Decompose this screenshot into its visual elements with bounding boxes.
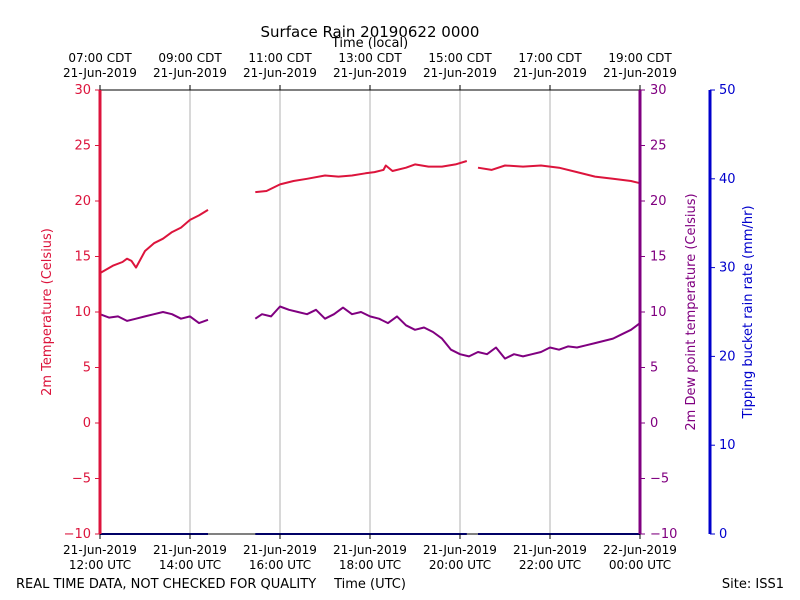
left-tick-label: 30 (74, 83, 91, 98)
bottom-tick-date-label: 21-Jun-2019 (333, 543, 407, 557)
left-tick-label: −10 (64, 527, 91, 542)
right-tick-label: 15 (650, 250, 667, 265)
bottom-axis-label: Time (UTC) (333, 577, 406, 592)
right-axis-label: 2m Dew point temperature (Celsius) (684, 193, 699, 430)
2m-dew-point-temperature-line (99, 311, 209, 325)
far-right-axis-label: Tipping bucket rain rate (mm/hr) (741, 205, 756, 419)
rain-tick-label: 30 (719, 261, 736, 276)
right-tick-label: 5 (650, 361, 658, 376)
right-tick-label: 30 (650, 83, 667, 98)
grid (189, 90, 551, 534)
top-tick-time-label: 11:00 CDT (248, 51, 312, 65)
right-tick-label: −5 (650, 472, 669, 487)
2m-temperature-line (99, 209, 209, 274)
bottom-tick-time-label: 22:00 UTC (519, 558, 581, 572)
left-tick-label: 10 (74, 305, 91, 320)
top-tick-date-label: 21-Jun-2019 (153, 66, 227, 80)
rain-tick-label: 20 (719, 349, 736, 364)
left-tick-label: 5 (83, 361, 91, 376)
site-label: Site: ISS1 (722, 577, 784, 592)
left-tick-label: 15 (74, 250, 91, 265)
right-tick-label: −10 (650, 527, 677, 542)
bottom-tick-date-label: 21-Jun-2019 (423, 543, 497, 557)
top-tick-time-label: 13:00 CDT (338, 51, 402, 65)
bottom-tick-date-label: 22-Jun-2019 (603, 543, 677, 557)
top-tick-date-label: 21-Jun-2019 (513, 66, 587, 80)
right-tick-label: 25 (650, 139, 667, 154)
left-tick-label: 20 (74, 194, 91, 209)
bottom-tick-date-label: 21-Jun-2019 (513, 543, 587, 557)
top-tick-time-label: 07:00 CDT (68, 51, 132, 65)
rain-tick-label: 10 (719, 438, 736, 453)
bottom-tick-date-label: 21-Jun-2019 (153, 543, 227, 557)
bottom-tick-time-label: 20:00 UTC (429, 558, 491, 572)
left-axis-ticks: 30 25 20 15 10 5 0 −5 −10 (64, 83, 100, 542)
right-tick-label: 10 (650, 305, 667, 320)
right-axis-ticks: 30 25 20 15 10 5 0 −5 −10 (640, 83, 677, 542)
top-tick-date-label: 21-Jun-2019 (63, 66, 137, 80)
2m-temperature-line (255, 160, 468, 194)
bottom-tick-date-label: 21-Jun-2019 (243, 543, 317, 557)
rain-tick-label: 50 (719, 83, 736, 98)
2m-dew-point-temperature-line (254, 305, 641, 360)
chart-title: Surface Rain 20190622 0000 (261, 23, 480, 41)
top-tick-date-label: 21-Jun-2019 (243, 66, 317, 80)
rain-tick-label: 40 (719, 172, 736, 187)
top-tick-time-label: 09:00 CDT (158, 51, 222, 65)
right-tick-label: 20 (650, 194, 667, 209)
bottom-tick-time-label: 18:00 UTC (339, 558, 401, 572)
top-tick-date-label: 21-Jun-2019 (333, 66, 407, 80)
top-tick-time-label: 15:00 CDT (428, 51, 492, 65)
bottom-tick-time-label: 12:00 UTC (69, 558, 131, 572)
2m-temperature-line (477, 164, 641, 185)
top-tick-time-label: 17:00 CDT (518, 51, 582, 65)
bottom-tick-time-label: 00:00 UTC (609, 558, 671, 572)
top-tick-date-label: 21-Jun-2019 (423, 66, 497, 80)
left-tick-label: −5 (72, 472, 91, 487)
quality-disclaimer: REAL TIME DATA, NOT CHECKED FOR QUALITY (16, 577, 316, 592)
top-tick-date-label: 21-Jun-2019 (603, 66, 677, 80)
bottom-tick-time-label: 14:00 UTC (159, 558, 221, 572)
bottom-tick-date-label: 21-Jun-2019 (63, 543, 137, 557)
left-tick-label: 0 (83, 416, 91, 431)
top-axis-label: Time (local) (331, 36, 408, 51)
left-axis-label: 2m Temperature (Celsius) (40, 228, 55, 396)
rain-axis-ticks: 50 40 30 20 10 0 (710, 83, 736, 542)
rain-tick-label: 0 (719, 527, 727, 542)
right-tick-label: 0 (650, 416, 658, 431)
bottom-tick-time-label: 16:00 UTC (249, 558, 311, 572)
left-tick-label: 25 (74, 139, 91, 154)
top-tick-time-label: 19:00 CDT (608, 51, 672, 65)
